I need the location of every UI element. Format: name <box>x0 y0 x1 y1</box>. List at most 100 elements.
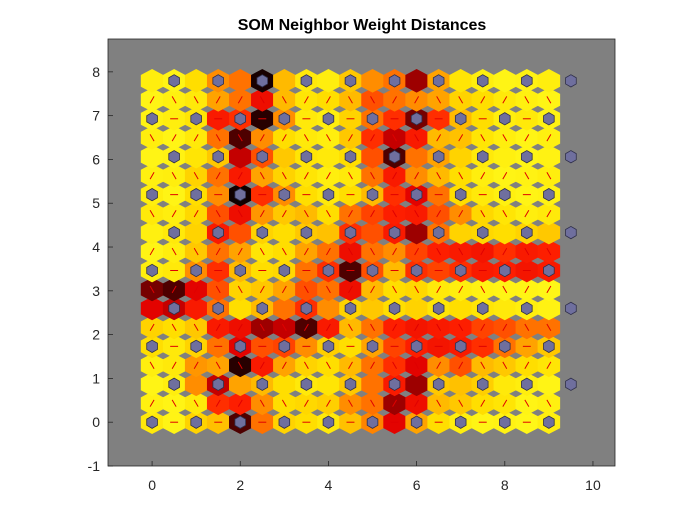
y-tick-label: 1 <box>92 370 100 386</box>
neighbor-line <box>237 361 243 369</box>
neuron <box>410 188 423 202</box>
neuron <box>476 74 489 88</box>
neighbor-line <box>436 134 442 142</box>
neuron <box>521 225 533 240</box>
neighbor-line <box>303 361 309 369</box>
neighbor-line <box>326 323 331 332</box>
neuron <box>388 225 401 240</box>
neuron <box>454 339 467 353</box>
distance-cell <box>229 296 252 321</box>
distance-cell <box>537 372 561 397</box>
neuron <box>521 150 533 164</box>
neighbor-line <box>193 285 199 294</box>
neighbor-line <box>502 172 508 180</box>
neighbor-line <box>171 361 177 369</box>
neighbor-line <box>348 247 353 256</box>
neighbor-line <box>171 399 177 407</box>
neuron <box>499 263 511 278</box>
neighbor-line <box>303 323 309 332</box>
neighbor-line <box>524 323 530 332</box>
neighbor-line <box>259 96 265 104</box>
neighbor-line <box>193 323 199 332</box>
distance-cell <box>537 144 561 169</box>
neuron <box>234 263 247 278</box>
neuron <box>543 188 555 202</box>
distance-cell <box>184 220 208 245</box>
neighbor-line <box>149 399 155 407</box>
neighbor-line <box>436 209 442 218</box>
x-axis: 0 2 4 6 8 10 <box>148 461 601 493</box>
neighbor-line <box>524 247 530 256</box>
neighbor-line <box>193 134 199 142</box>
neighbor-line <box>458 134 464 142</box>
neighbor-line <box>546 96 552 104</box>
neuron <box>543 339 555 353</box>
neighbor-line <box>348 399 353 407</box>
neuron <box>256 225 269 240</box>
neighbor-line <box>370 399 375 407</box>
neuron <box>190 263 202 278</box>
x-tick-label: 10 <box>585 477 601 493</box>
distance-cell <box>493 220 517 245</box>
neuron <box>234 415 247 429</box>
neighbor-line <box>259 361 265 369</box>
neuron <box>410 112 423 126</box>
neuron <box>300 301 313 316</box>
distance-cell <box>361 69 384 93</box>
neighbor-line <box>326 399 331 407</box>
neighbor-line <box>171 96 177 104</box>
neighbor-line <box>281 399 287 407</box>
neighbor-line <box>480 134 486 142</box>
neighbor-line <box>326 247 331 256</box>
neighbor-line <box>370 172 375 180</box>
neighbor-line <box>171 323 177 332</box>
neuron <box>454 188 467 202</box>
neighbor-line <box>259 323 265 332</box>
neighbor-line <box>171 285 177 294</box>
distance-cell <box>229 220 252 245</box>
neighbor-line <box>436 285 442 294</box>
neighbor-line <box>414 172 420 180</box>
neuron <box>388 377 401 391</box>
neuron <box>499 188 511 202</box>
neighbor-line <box>348 361 353 369</box>
distance-cell <box>493 372 517 397</box>
neighbor-line <box>259 134 265 142</box>
distance-cell <box>405 220 428 245</box>
neuron <box>234 188 247 202</box>
distance-cell <box>361 220 384 245</box>
neighbor-line <box>546 285 552 294</box>
neuron <box>278 188 291 202</box>
neighbor-line <box>237 209 243 218</box>
neighbor-line <box>215 323 221 332</box>
distance-cell <box>140 220 164 245</box>
neuron <box>190 415 202 429</box>
neurons <box>146 74 577 429</box>
neighbor-line <box>524 399 530 407</box>
neighbor-line <box>149 209 155 218</box>
neuron <box>300 377 313 391</box>
neuron <box>565 150 577 164</box>
neighbor-line <box>215 172 221 180</box>
neighbor-line <box>502 134 508 142</box>
neighbor-line <box>237 96 243 104</box>
neuron <box>146 339 158 353</box>
neuron <box>388 150 401 164</box>
neighbor-line <box>436 399 442 407</box>
neuron <box>543 263 555 278</box>
neuron <box>146 112 158 126</box>
distance-cell <box>140 296 164 321</box>
neighbor-line <box>149 323 155 332</box>
neighbor-line <box>392 361 397 369</box>
neuron <box>476 150 489 164</box>
neuron <box>366 263 379 278</box>
neighbor-line <box>326 209 331 218</box>
neighbor-line <box>281 209 287 218</box>
distance-cell <box>140 69 164 93</box>
neuron <box>234 339 247 353</box>
neighbor-line <box>237 399 243 407</box>
neighbor-line <box>480 399 486 407</box>
neighbor-line <box>281 323 287 332</box>
neighbor-line <box>502 209 508 218</box>
neuron <box>300 225 313 240</box>
